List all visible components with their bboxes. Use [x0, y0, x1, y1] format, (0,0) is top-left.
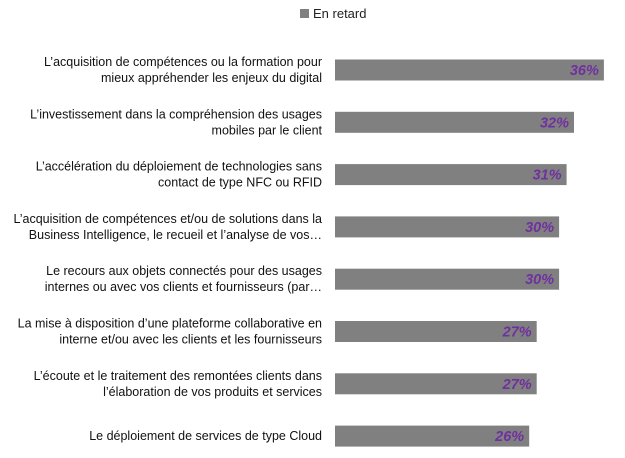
category-label: contact de type NFC ou RFID [158, 176, 322, 190]
bar [335, 164, 567, 186]
data-label: 26% [494, 429, 524, 445]
data-label: 27% [502, 325, 532, 341]
category-label: L’acquisition de compétences ou la forma… [44, 55, 322, 69]
category-labels: L’acquisition de compétences ou la forma… [13, 55, 322, 443]
category-label: internes ou avec vos clients et fourniss… [45, 280, 322, 294]
bar [335, 268, 560, 290]
data-label: 36% [570, 63, 599, 79]
bar-group [335, 59, 604, 447]
category-label: Le recours aux objets connectés pour des… [46, 264, 322, 278]
category-label: L’investissement dans la compréhension d… [30, 107, 322, 121]
data-label: 30% [525, 220, 554, 236]
category-label: mieux appréhender les enjeux du digital [101, 71, 322, 85]
category-label: L’accélération du déploiement de technol… [36, 160, 322, 174]
bar [335, 321, 537, 342]
category-label: Business Intelligence, le recueil et l’a… [29, 228, 322, 242]
data-label: 31% [533, 168, 562, 184]
legend-label: En retard [313, 6, 366, 21]
bar [335, 216, 560, 238]
bar [335, 425, 530, 447]
bar [335, 59, 604, 81]
data-label: 27% [502, 377, 532, 393]
legend: En retard [300, 6, 366, 21]
category-label: Le déploiement de services de type Cloud [89, 429, 322, 443]
legend-swatch [300, 9, 309, 18]
bar [335, 373, 537, 395]
category-label: La mise à disposition d’une plateforme c… [18, 317, 322, 331]
category-label: l’élaboration de vos produits et service… [103, 385, 322, 399]
bar [335, 111, 574, 133]
category-label: L’écoute et le traitement des remontées … [34, 369, 322, 383]
category-label: L’acquisition de compétences et/ou de so… [13, 212, 322, 226]
category-label: mobiles par le client [212, 123, 323, 137]
value-labels: 36% 32% 31% 30% 30% 27% 27% 26% [494, 63, 599, 445]
category-label: interne et/ou avec les clients et les fo… [59, 333, 322, 347]
data-label: 30% [525, 272, 554, 288]
data-label: 32% [540, 115, 569, 131]
